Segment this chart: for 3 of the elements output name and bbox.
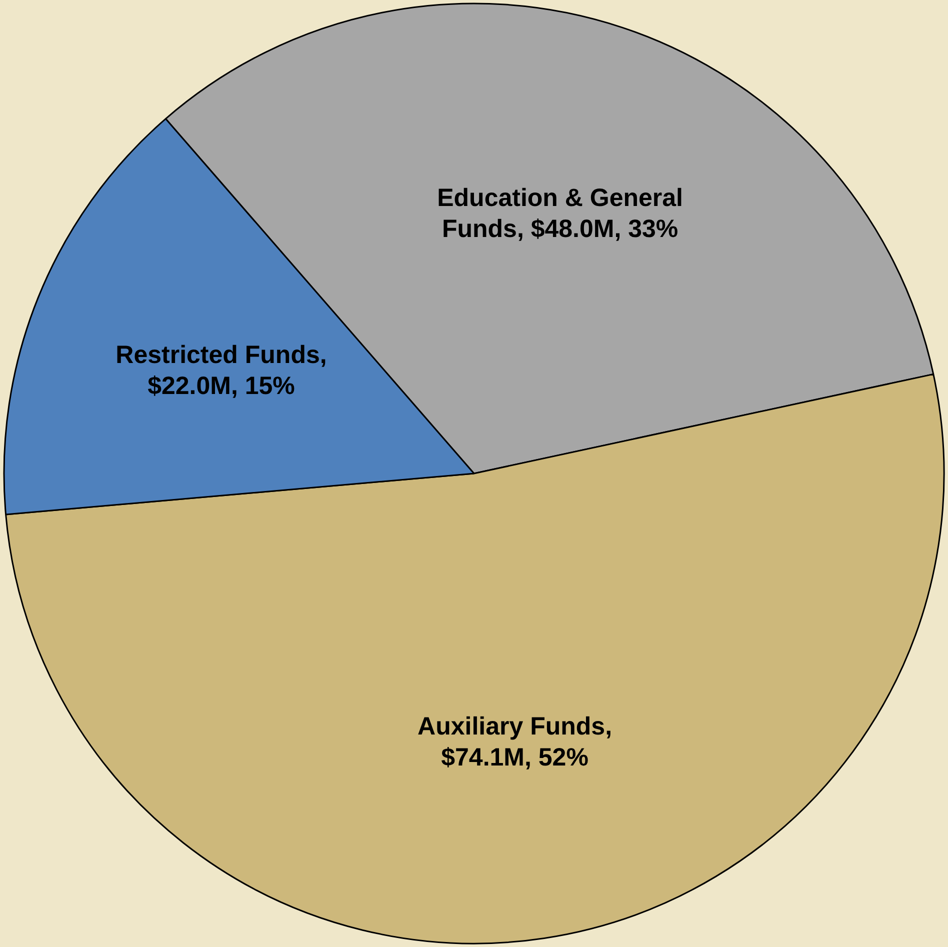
- slice-label: Auxiliary Funds, $74.1M, 52%: [418, 712, 612, 772]
- slice-label: Restricted Funds, $22.0M, 15%: [116, 340, 327, 400]
- slice-label: Education & General Funds, $48.0M, 33%: [437, 184, 683, 244]
